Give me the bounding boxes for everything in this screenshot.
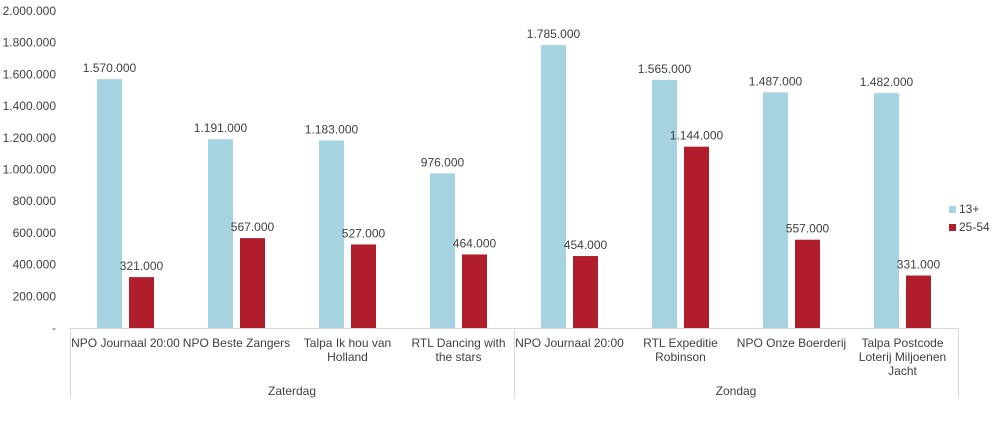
- category-label-line: Talpa Postcode: [861, 336, 943, 350]
- legend-label: 25-54: [959, 220, 990, 234]
- category-label: NPO Onze Boerderij: [737, 336, 846, 350]
- data-label: 321.000: [120, 259, 164, 273]
- category-label: RTL Dancing with the stars: [411, 336, 505, 364]
- category-label-line: Jacht: [888, 364, 917, 378]
- bar-25-54: [129, 277, 154, 328]
- data-label: 527.000: [342, 226, 386, 240]
- y-tick-label: 800.000: [13, 194, 57, 208]
- category-label-line: NPO Beste Zangers: [183, 336, 290, 350]
- category-label-line: RTL Dancing with: [411, 336, 505, 350]
- x-axis: NPO Journaal 20:00 NPO Beste Zangers Talpa…: [70, 328, 959, 398]
- data-label: 1.487.000: [749, 74, 803, 88]
- data-label: 976.000: [421, 155, 465, 169]
- legend-label: 13+: [959, 202, 979, 216]
- bar-13plus: [97, 79, 122, 328]
- category-label-line: RTL Expeditie: [643, 336, 718, 350]
- bar-13plus: [430, 173, 455, 328]
- y-tick-label: 1.200.000: [3, 131, 57, 145]
- bar-13plus: [208, 139, 233, 328]
- category-label: Talpa Postcode Loterij Miljoenen Jacht: [859, 336, 946, 378]
- y-tick-label: 1.600.000: [3, 67, 57, 81]
- y-tick-label: -: [52, 321, 56, 335]
- group-label: Zondag: [716, 384, 757, 398]
- data-label: 1.785.000: [527, 27, 581, 41]
- category-label-line: NPO Journaal 20:00: [71, 336, 180, 350]
- y-tick-label: 600.000: [13, 226, 57, 240]
- data-label: 1.191.000: [194, 121, 248, 135]
- category-label-line: NPO Journaal 20:00: [515, 336, 624, 350]
- bars: [97, 45, 931, 328]
- y-tick-label: 1.800.000: [3, 36, 57, 50]
- category-label: NPO Journaal 20:00: [71, 336, 180, 350]
- data-label: 1.482.000: [860, 75, 914, 89]
- bar-25-54: [351, 244, 376, 328]
- y-tick-label: 400.000: [13, 258, 57, 272]
- y-tick-label: 200.000: [13, 289, 57, 303]
- category-label: Talpa Ik hou van Holland: [304, 336, 391, 364]
- y-tick-label: 2.000.000: [3, 4, 57, 18]
- y-tick-label: 1.000.000: [3, 163, 57, 177]
- category-label-line: NPO Onze Boerderij: [737, 336, 846, 350]
- legend: 13+ 25-54: [949, 202, 990, 234]
- category-label-line: Loterij Miljoenen: [859, 350, 946, 364]
- bar-25-54: [573, 256, 598, 328]
- bar-25-54: [684, 146, 709, 328]
- legend-swatch: [949, 224, 956, 231]
- legend-swatch: [949, 206, 956, 213]
- bar-25-54: [795, 239, 820, 328]
- bar-13plus: [652, 79, 677, 328]
- data-labels: 1.570.000 1.191.000 1.183.000 976.000 1.785.…: [83, 27, 941, 273]
- data-label: 1.570.000: [83, 61, 137, 75]
- category-label: RTL Expeditie Robinson: [643, 336, 718, 364]
- bar-13plus: [763, 92, 788, 328]
- y-axis: - 200.000 400.000 600.000 800.000 1.000.000 1.…: [3, 4, 57, 335]
- category-label-line: Talpa Ik hou van: [304, 336, 391, 350]
- category-label-line: Robinson: [655, 350, 706, 364]
- bar-25-54: [906, 275, 931, 328]
- y-tick-label: 1.400.000: [3, 99, 57, 113]
- bar-25-54: [240, 238, 265, 328]
- bar-13plus: [874, 93, 899, 328]
- data-label: 557.000: [786, 222, 830, 236]
- bar-13plus: [319, 140, 344, 328]
- data-label: 567.000: [231, 220, 275, 234]
- data-label: 1.565.000: [638, 62, 692, 76]
- data-label: 464.000: [453, 236, 497, 250]
- category-label: NPO Journaal 20:00: [515, 336, 624, 350]
- category-label: NPO Beste Zangers: [183, 336, 290, 350]
- data-label: 454.000: [564, 238, 608, 252]
- data-label: 1.183.000: [305, 122, 359, 136]
- category-label-line: the stars: [435, 350, 481, 364]
- group-label: Zaterdag: [268, 384, 316, 398]
- data-label: 1.144.000: [670, 129, 724, 143]
- bar-25-54: [462, 254, 487, 328]
- data-label: 331.000: [897, 258, 941, 272]
- category-label-line: Holland: [327, 350, 368, 364]
- bar-13plus: [541, 45, 566, 328]
